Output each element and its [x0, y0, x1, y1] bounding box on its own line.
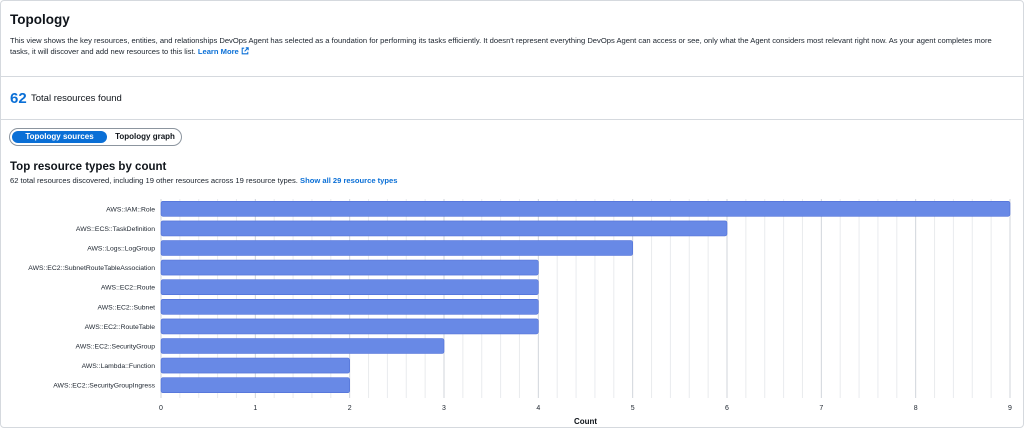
x-tick-label: 0: [159, 405, 163, 412]
description-text: This view shows the key resources, entit…: [10, 36, 992, 57]
x-tick-label: 2: [348, 405, 352, 412]
x-tick-label: 3: [442, 405, 446, 412]
view-toggle: Topology sources Topology graph: [9, 128, 182, 146]
page-description: This view shows the key resources, entit…: [10, 35, 1010, 57]
total-resources-count: 62: [10, 90, 27, 107]
chart-subtitle-text: 62 total resources discovered, including…: [10, 176, 298, 185]
chart-bar: [160, 259, 539, 276]
category-label: AWS::IAM::Role: [106, 206, 155, 213]
chart-bar: [160, 357, 350, 374]
category-label: AWS::EC2::RouteTable: [85, 324, 156, 331]
external-link-icon[interactable]: [241, 47, 249, 55]
x-tick-label: 9: [1008, 405, 1012, 412]
tab-topology-graph[interactable]: Topology graph: [115, 132, 175, 141]
learn-more-label[interactable]: Learn More: [197, 47, 239, 57]
chart-title: Top resource types by count: [10, 161, 167, 173]
category-label: AWS::EC2::SubnetRouteTableAssociation: [28, 265, 155, 272]
show-all-link[interactable]: Show all 29 resource types: [300, 176, 398, 185]
x-tick-label: 7: [819, 405, 823, 412]
page-title: Topology: [10, 12, 70, 27]
chart-bar: [160, 220, 728, 237]
category-label: AWS::EC2::Subnet: [97, 304, 155, 311]
category-label: AWS::ECS::TaskDefinition: [76, 226, 155, 233]
total-resources-label: Total resources found: [31, 93, 122, 104]
x-tick-label: 6: [725, 405, 729, 412]
x-tick-label: 4: [536, 405, 540, 412]
learn-more-link[interactable]: Learn More: [198, 47, 249, 56]
resource-count-chart: AWS::IAM::RoleAWS::ECS::TaskDefinitionAW…: [28, 199, 1012, 425]
topology-header: [1, 1, 1023, 77]
tab-topology-sources[interactable]: Topology sources: [12, 131, 107, 143]
x-tick-label: 1: [253, 405, 257, 412]
chart-subtitle: 62 total resources discovered, including…: [10, 176, 398, 185]
chart-bar: [160, 279, 539, 295]
chart-bar: [160, 299, 539, 315]
category-label: AWS::EC2::SecurityGroupIngress: [53, 383, 155, 390]
x-tick-label: 5: [631, 405, 635, 412]
category-label: AWS::Logs::LogGroup: [87, 246, 155, 253]
chart-bar: [160, 201, 1011, 217]
category-label: AWS::EC2::SecurityGroup: [76, 344, 156, 351]
x-axis-label: Count: [574, 417, 597, 425]
x-tick-label: 8: [914, 405, 918, 412]
category-label: AWS::Lambda::Function: [82, 363, 156, 370]
chart-bar: [160, 240, 633, 256]
chart-bar: [160, 377, 350, 393]
summary-row: [1, 77, 1023, 120]
category-label: AWS::EC2::Route: [101, 285, 155, 292]
chart-bar: [160, 318, 539, 335]
chart-bar: [160, 338, 445, 354]
